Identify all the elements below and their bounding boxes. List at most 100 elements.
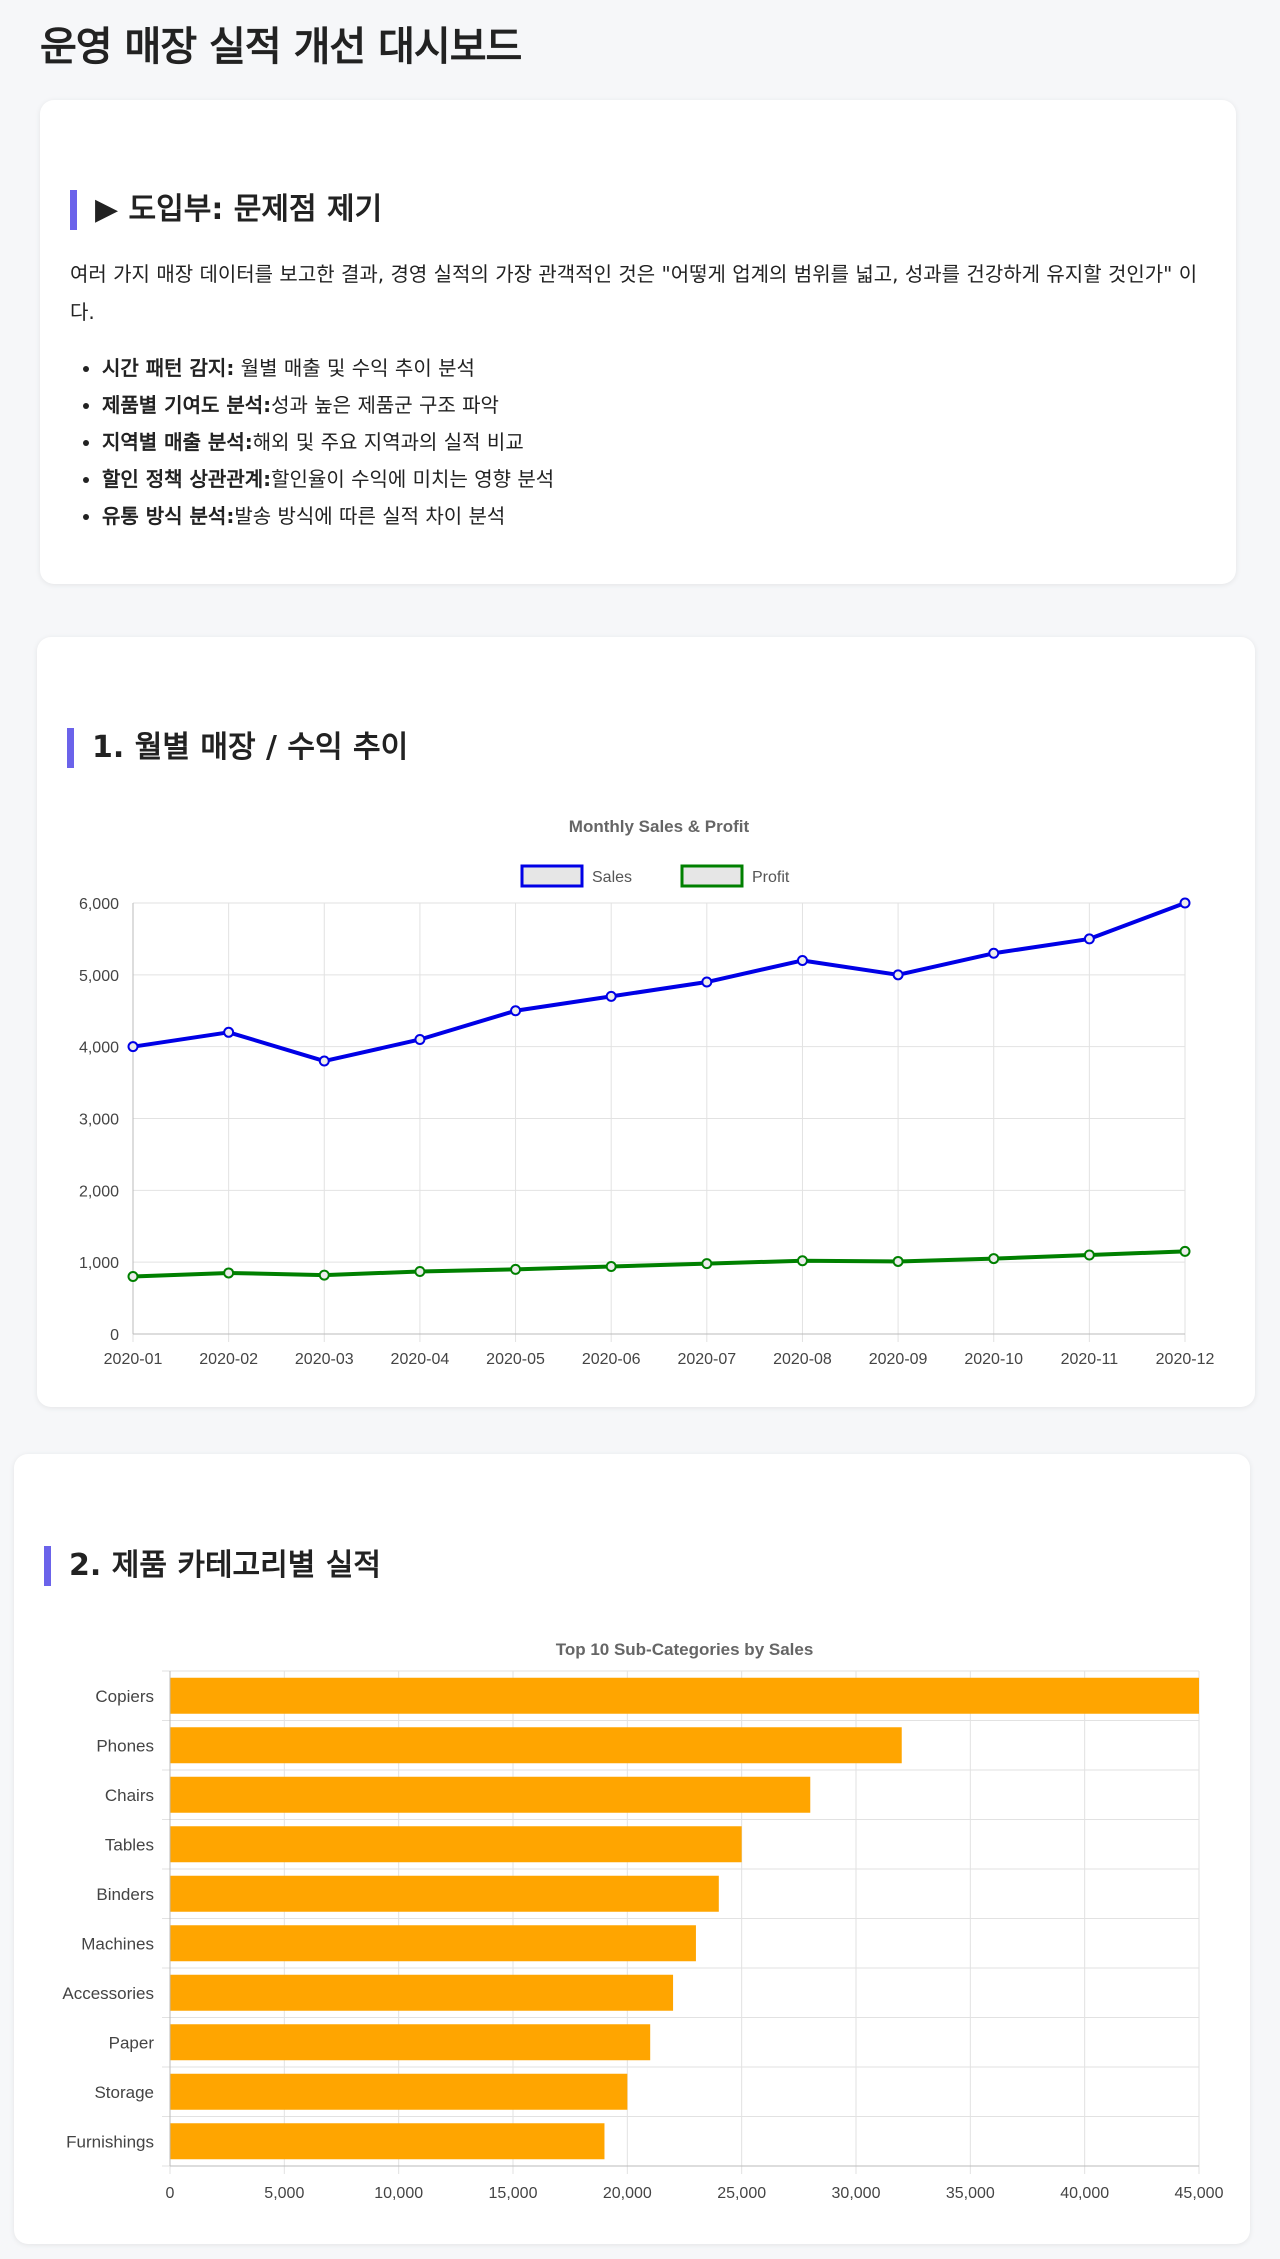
monthly-heading: 1. 월별 매장 / 수익 추이 [67, 728, 408, 768]
list-item: 시간 패턴 감지: 월별 매출 및 수익 추이 분석 [102, 350, 1202, 387]
x-tick-label: 25,000 [717, 2185, 766, 2202]
intro-list: 시간 패턴 감지: 월별 매출 및 수익 추이 분석 제품별 기여도 분석:성과… [70, 350, 1202, 535]
y-tick-label: 2,000 [79, 1183, 119, 1200]
y-tick-label: Storage [94, 2083, 154, 2102]
y-tick-label: Chairs [105, 1786, 154, 1805]
data-point-profit [892, 1255, 904, 1267]
list-item: 할인 정책 상관관계:할인율이 수익에 미치는 영향 분석 [102, 461, 1202, 498]
x-tick-label: 35,000 [946, 2185, 995, 2202]
x-tick-label: 2020-06 [582, 1351, 641, 1368]
x-tick-label: 2020-12 [1156, 1351, 1215, 1368]
y-tick-label: 3,000 [79, 1112, 119, 1129]
category-bar-chart: Top 10 Sub-Categories by Sales 0 5,000 10,0… [62, 1640, 1224, 2202]
legend-label-profit: Profit [752, 869, 790, 886]
chart-title: Top 10 Sub-Categories by Sales [556, 1640, 814, 1659]
data-point-profit [988, 1253, 1000, 1265]
series-line-profit [132, 1249, 1186, 1279]
x-tick-label: 15,000 [489, 2185, 538, 2202]
y-tick-label: 1,000 [79, 1255, 119, 1272]
list-item: 제품별 기여도 분석:성과 높은 제품군 구조 파악 [102, 387, 1202, 424]
bar [170, 1776, 811, 1813]
list-item-text: 해외 및 주요 지역과의 실적 비교 [252, 430, 524, 454]
data-point-profit [796, 1255, 808, 1267]
bar [170, 1974, 674, 2011]
list-item: 유통 방식 분석:발송 방식에 따른 실적 차이 분석 [102, 498, 1202, 535]
bar [170, 1826, 742, 1863]
x-tick-label: 2020-02 [199, 1351, 258, 1368]
data-point-sales [796, 954, 808, 966]
legend-item-profit: Profit [680, 864, 790, 888]
y-tick-label: 6,000 [79, 896, 119, 913]
list-item: 지역별 매출 분석:해외 및 주요 지역과의 실적 비교 [102, 424, 1202, 461]
intro-heading: ▶ 도입부: 문제점 제기 [70, 190, 382, 230]
category-heading: 2. 제품 카테고리별 실적 [44, 1546, 381, 1586]
data-point-profit [223, 1267, 235, 1279]
data-point-sales [988, 947, 1000, 959]
data-point-profit [510, 1263, 522, 1275]
list-item-text: 성과 높은 제품군 구조 파악 [271, 393, 499, 417]
y-tick-label: Machines [81, 1934, 154, 1953]
x-tick-label: 40,000 [1060, 2185, 1109, 2202]
x-tick-label: 10,000 [374, 2185, 423, 2202]
x-tick-label: 5,000 [264, 2185, 304, 2202]
bar [170, 1875, 719, 1912]
data-point-profit [701, 1258, 713, 1270]
intro-description: 여러 가지 매장 데이터를 보고한 결과, 경영 실적의 가장 관객적인 것은 … [70, 262, 1198, 324]
category-card: 2. 제품 카테고리별 실적 Top 10 Sub-Categories by … [14, 1454, 1250, 2244]
y-tick-label: Paper [109, 2033, 155, 2052]
y-tick-label: Phones [96, 1736, 154, 1755]
y-tick-label: 4,000 [79, 1040, 119, 1057]
series-line-sales [132, 901, 1186, 1064]
x-tick-label: 2020-09 [869, 1351, 928, 1368]
x-tick-label: 0 [166, 2185, 175, 2202]
x-tick-label: 2020-01 [104, 1351, 163, 1368]
list-item-label: 할인 정책 상관관계: [102, 467, 272, 491]
bar [170, 1727, 902, 1764]
y-tick-label: Binders [96, 1885, 154, 1904]
data-point-sales [223, 1026, 235, 1038]
data-point-profit [1179, 1245, 1191, 1257]
data-point-sales [414, 1033, 426, 1045]
legend-swatch-profit [680, 864, 744, 888]
list-item-label: 유통 방식 분석: [102, 504, 235, 528]
data-point-profit [414, 1266, 426, 1278]
y-tick-label: Furnishings [66, 2132, 154, 2151]
data-point-sales [318, 1055, 330, 1067]
data-point-profit [1083, 1249, 1095, 1261]
x-tick-label: 2020-03 [295, 1351, 354, 1368]
list-item-text: 할인율이 수익에 미치는 영향 분석 [271, 467, 555, 491]
intro-card: ▶ 도입부: 문제점 제기 여러 가지 매장 데이터를 보고한 결과, 경영 실… [40, 100, 1236, 584]
data-point-profit [127, 1271, 139, 1283]
x-tick-label: 20,000 [603, 2185, 652, 2202]
bar [170, 1925, 696, 1962]
y-tick-label: Accessories [62, 1984, 154, 2003]
legend-item-sales: Sales [520, 864, 632, 888]
bar [170, 2123, 605, 2160]
data-point-profit [605, 1260, 617, 1272]
legend-swatch-sales [520, 864, 584, 888]
y-tick-label: Copiers [95, 1687, 154, 1706]
x-tick-label: 45,000 [1175, 2185, 1224, 2202]
x-tick-label: 2020-10 [964, 1351, 1023, 1368]
x-tick-label: 30,000 [832, 2185, 881, 2202]
data-point-sales [1179, 897, 1191, 909]
y-tick-label: 0 [110, 1327, 119, 1344]
monthly-card: 1. 월별 매장 / 수익 추이 Monthly Sales & Profit S… [37, 637, 1255, 1407]
x-tick-label: 2020-05 [486, 1351, 545, 1368]
list-item-label: 시간 패턴 감지: [102, 356, 235, 380]
data-point-sales [605, 990, 617, 1002]
bar [170, 2073, 628, 2110]
y-tick-label: 5,000 [79, 968, 119, 985]
x-tick-label: 2020-07 [677, 1351, 736, 1368]
bar [170, 2024, 651, 2061]
chart-title: Monthly Sales & Profit [569, 817, 750, 836]
x-tick-label: 2020-11 [1061, 1351, 1119, 1368]
data-point-sales [510, 1005, 522, 1017]
data-point-sales [1083, 933, 1095, 945]
x-tick-label: 2020-04 [391, 1351, 450, 1368]
legend-label-sales: Sales [592, 869, 632, 886]
data-point-sales [701, 976, 713, 988]
data-point-profit [318, 1269, 330, 1281]
list-item-text: 발송 방식에 따른 실적 차이 분석 [234, 504, 506, 528]
page-title: 운영 매장 실적 개선 대시보드 [40, 24, 522, 70]
